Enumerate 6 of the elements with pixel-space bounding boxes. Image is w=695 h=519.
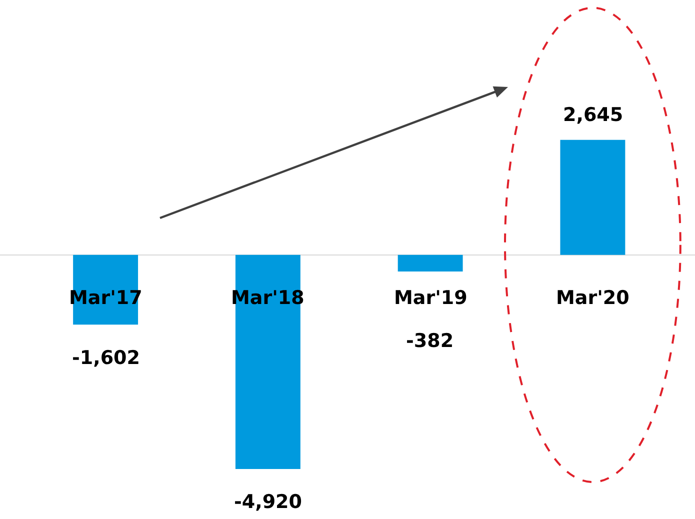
x-tick-label: Mar'20 — [556, 287, 630, 309]
data-label: -1,602 — [72, 347, 140, 369]
x-tick-label: Mar'19 — [394, 287, 468, 309]
data-label: -4,920 — [234, 491, 302, 513]
data-label: 2,645 — [563, 104, 624, 126]
data-label: -382 — [406, 330, 454, 352]
